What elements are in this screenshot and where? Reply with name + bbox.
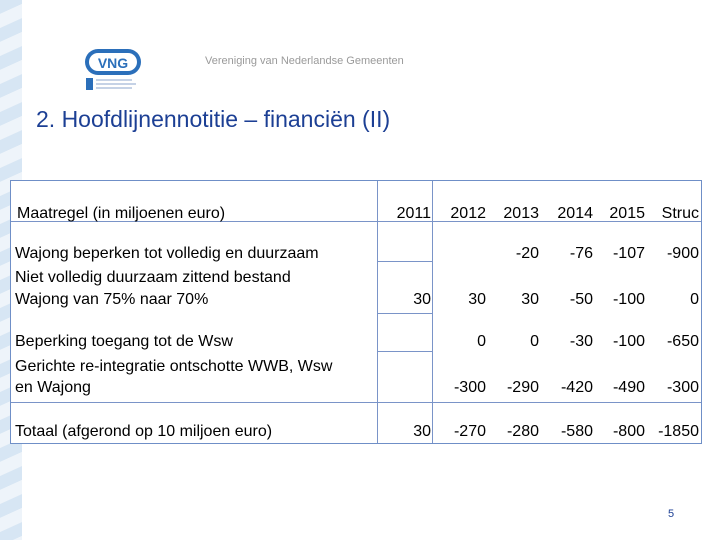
table-cell: 30 bbox=[521, 291, 539, 308]
header-year-2015: 2015 bbox=[609, 205, 645, 222]
header-year-2013: 2013 bbox=[503, 205, 539, 222]
total-cell: -280 bbox=[506, 423, 539, 440]
header-year-2014: 2014 bbox=[557, 205, 593, 222]
table-cell: -30 bbox=[569, 333, 593, 350]
header-year-2012: 2012 bbox=[450, 205, 486, 222]
table-cell: 30 bbox=[413, 291, 431, 308]
svg-text:VNG: VNG bbox=[98, 55, 128, 71]
row-label-beperking-toegang: Beperking toegang tot de Wsw bbox=[15, 333, 233, 350]
row-label-gerichte-reintegratie-line1: Gerichte re-integratie ontschotte WWB, W… bbox=[15, 358, 333, 375]
vng-logo: VNG bbox=[82, 44, 172, 94]
page-number: 5 bbox=[668, 508, 675, 520]
table-cell: -300 bbox=[453, 379, 486, 396]
header-label: Maatregel (in miljoenen euro) bbox=[17, 205, 226, 222]
organization-name: Vereniging van Nederlandse Gemeenten bbox=[205, 55, 404, 67]
table-cell: -300 bbox=[666, 379, 699, 396]
table-cell: -50 bbox=[569, 291, 593, 308]
table-cell: -900 bbox=[666, 245, 699, 262]
table-cell: -650 bbox=[666, 333, 699, 350]
slide-title: 2. Hoofdlijnennotitie – financiën (II) bbox=[36, 106, 391, 132]
row-label-wajong-beperken: Wajong beperken tot volledig en duurzaam bbox=[15, 245, 319, 262]
total-cell: -270 bbox=[453, 423, 486, 440]
table-cell: -290 bbox=[506, 379, 539, 396]
table-cell: -20 bbox=[515, 245, 539, 262]
total-cell: -800 bbox=[612, 423, 645, 440]
table-cell: -100 bbox=[612, 291, 645, 308]
table-cell: -100 bbox=[612, 333, 645, 350]
row-label-niet-volledig-line2: Wajong van 75% naar 70% bbox=[15, 291, 209, 308]
table-cell: -107 bbox=[612, 245, 645, 262]
table-cell: -420 bbox=[560, 379, 593, 396]
total-label: Totaal (afgerond op 10 miljoen euro) bbox=[15, 423, 273, 440]
table-cell: 30 bbox=[468, 291, 486, 308]
row-label-gerichte-reintegratie-line2: en Wajong bbox=[15, 379, 91, 396]
total-cell: -1850 bbox=[658, 423, 699, 440]
row-label-niet-volledig-line1: Niet volledig duurzaam zittend bestand bbox=[15, 269, 291, 286]
table-cell: -490 bbox=[612, 379, 645, 396]
table-cell: 0 bbox=[477, 333, 486, 350]
table-cell: 0 bbox=[530, 333, 539, 350]
financial-table: Maatregel (in miljoenen euro) 2011 2012 … bbox=[10, 180, 702, 444]
total-cell: -580 bbox=[560, 423, 593, 440]
total-cell: 30 bbox=[413, 423, 431, 440]
table-cell: -76 bbox=[569, 245, 593, 262]
table-cell: 0 bbox=[690, 291, 699, 308]
header-structural: Struc bbox=[661, 205, 699, 222]
header-year-2011: 2011 bbox=[396, 205, 431, 222]
